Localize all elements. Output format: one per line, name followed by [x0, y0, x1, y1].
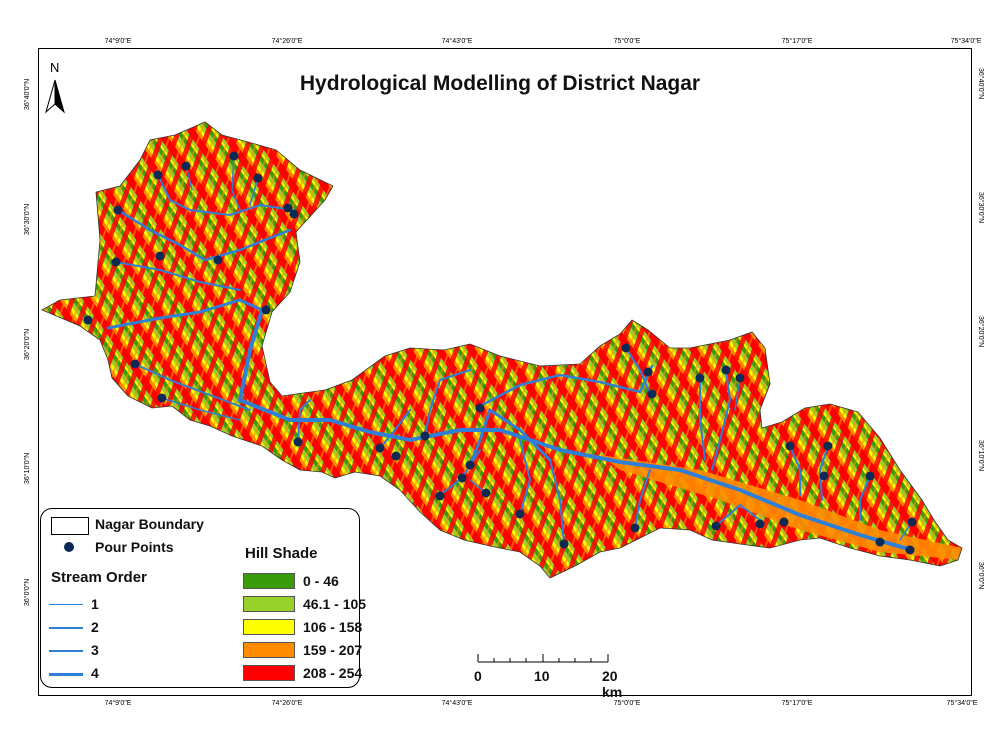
- hill-shade-label-2: 46.1 - 105: [303, 596, 367, 612]
- lon-tick-top-6: 75°34'0"E: [950, 38, 982, 45]
- hill-shade-label-5: 208 - 254: [303, 665, 363, 681]
- hill-shade-swatch-4: [243, 642, 295, 658]
- pour-points-label: Pour Points: [95, 539, 174, 555]
- lon-tick-bottom-2: 74°26'0"E: [271, 700, 303, 707]
- stream-order-1-line: [49, 604, 83, 605]
- north-label: N: [50, 60, 60, 75]
- scale-label-10: 10: [534, 668, 550, 684]
- scale-label-0: 0: [474, 668, 482, 684]
- stream-order-3-label: 3: [91, 642, 99, 658]
- pour-points: [83, 151, 917, 555]
- stream-order-4-line: [49, 673, 83, 676]
- lon-tick-top-1: 74°9'0"E: [104, 38, 132, 45]
- legend: Nagar Boundary Pour Points Stream Order …: [40, 508, 366, 688]
- scale-label-20: 20 km: [602, 668, 623, 700]
- north-arrow-icon: [45, 79, 65, 114]
- stream-network: [106, 154, 914, 552]
- hill-shade-swatch-3: [243, 619, 295, 635]
- lon-tick-top-3: 74°43'0"E: [441, 38, 473, 45]
- hill-shade-swatch-5: [243, 665, 295, 681]
- stream-order-4-label: 4: [91, 665, 99, 681]
- lon-tick-top-4: 75°0'0"E: [613, 38, 641, 45]
- lon-tick-bottom-5: 75°17'0"E: [781, 700, 813, 707]
- map-frame: [38, 48, 972, 696]
- stream-order-1-label: 1: [91, 596, 99, 612]
- boundary-swatch: [51, 517, 89, 535]
- lon-tick-bottom-1: 74°9'0"E: [104, 700, 132, 707]
- hill-shade-label-3: 106 - 158: [303, 619, 363, 635]
- stream-order-heading: Stream Order: [51, 569, 147, 586]
- hill-shade-heading: Hill Shade: [245, 545, 318, 562]
- stream-order-2-label: 2: [91, 619, 99, 635]
- pour-point-symbol: [64, 542, 74, 552]
- boundary-label: Nagar Boundary: [95, 516, 204, 532]
- lon-tick-bottom-6: 75°34'0"E: [946, 700, 978, 707]
- map-title: Hydrological Modelling of District Nagar: [299, 72, 701, 95]
- lon-tick-top-5: 75°17'0"E: [781, 38, 813, 45]
- scale-bar-ticks: [477, 654, 609, 663]
- hill-shade-swatch-2: [243, 596, 295, 612]
- stream-order-3-line: [49, 650, 83, 652]
- hill-shade-label-4: 159 - 207: [303, 642, 363, 658]
- lon-tick-top-2: 74°26'0"E: [271, 38, 303, 45]
- stream-order-2-line: [49, 627, 83, 629]
- scale-bar: 0 10 20 km: [470, 650, 630, 700]
- hill-shade-label-1: 0 - 46: [303, 573, 339, 589]
- lon-tick-bottom-4: 75°0'0"E: [613, 700, 641, 707]
- hill-shade-swatch-1: [243, 573, 295, 589]
- lon-tick-bottom-3: 74°43'0"E: [441, 700, 473, 707]
